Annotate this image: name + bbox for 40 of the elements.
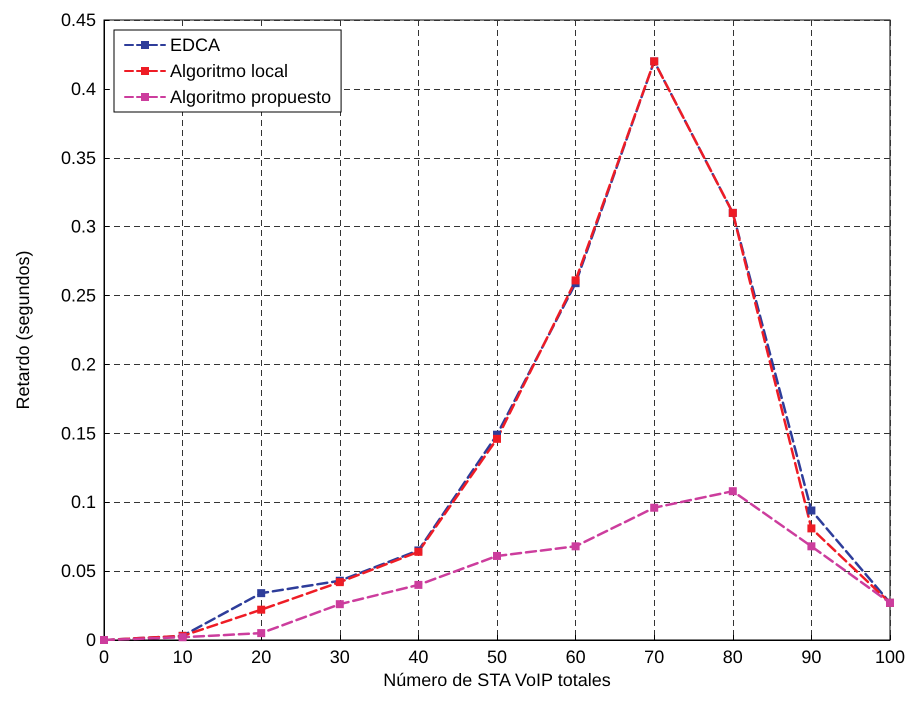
point <box>807 506 816 514</box>
point <box>572 276 580 284</box>
point <box>807 524 816 532</box>
y-tick-label: 0.3 <box>70 216 96 237</box>
x-tick-label: 60 <box>566 647 586 667</box>
legend-label: EDCA <box>170 35 220 55</box>
point <box>650 504 658 512</box>
y-tick-label: 0.35 <box>60 148 96 168</box>
point <box>728 487 737 496</box>
x-tick-label: 20 <box>251 647 272 667</box>
x-tick-label: 100 <box>874 647 906 667</box>
y-tick-label: 0.25 <box>60 286 96 306</box>
x-tick-label: 0 <box>98 647 110 667</box>
point <box>336 600 344 608</box>
y-tick-label: 0.15 <box>60 423 96 444</box>
x-tick-label: 70 <box>644 647 664 667</box>
point <box>257 629 266 638</box>
y-tick-label: 0 <box>86 630 96 650</box>
x-tick-label: 30 <box>330 647 350 667</box>
point <box>807 542 816 550</box>
y-tick-label: 0.05 <box>60 561 96 582</box>
y-tick-label: 0.1 <box>70 492 96 512</box>
y-tick-label: 0.2 <box>70 354 96 374</box>
legend-label: Algoritmo propuesto <box>170 87 332 107</box>
y-tick-label: 0.45 <box>60 10 96 30</box>
point <box>493 434 501 443</box>
x-tick-label: 40 <box>408 647 428 667</box>
x-tick-label: 90 <box>801 647 822 667</box>
point <box>414 580 422 589</box>
y-tick-label: 0.4 <box>70 78 96 99</box>
x-tick-label: 50 <box>486 647 508 667</box>
legend-label: Algoritmo local <box>170 61 288 81</box>
x-tick-label: 80 <box>722 647 743 667</box>
point <box>257 589 266 598</box>
y-axis-title: Retardo (segundos) <box>13 250 33 410</box>
point <box>257 606 266 614</box>
x-axis-title: Número de STA VoIP totales <box>383 670 611 690</box>
point <box>572 542 580 550</box>
point <box>493 552 501 560</box>
x-tick-label: 10 <box>172 647 193 667</box>
